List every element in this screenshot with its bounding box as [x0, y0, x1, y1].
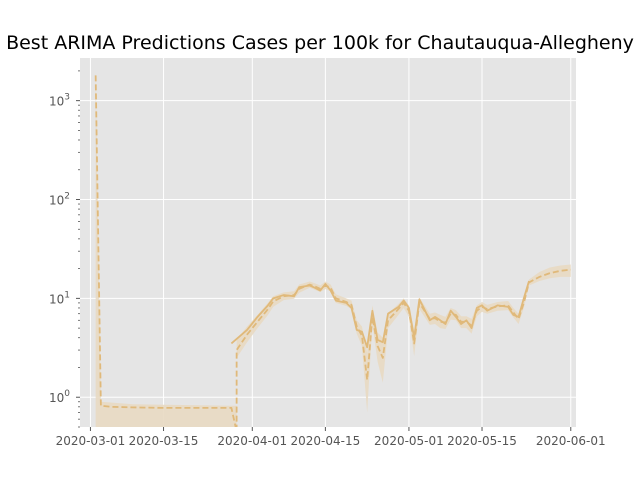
prediction-line — [94, 75, 571, 427]
x-tick-label: 2020-03-15 — [129, 434, 199, 448]
data-layer — [94, 70, 571, 427]
y-tick-label: 103 — [49, 93, 70, 109]
x-tick-label: 2020-05-15 — [447, 434, 517, 448]
x-tick-label: 2020-04-15 — [291, 434, 361, 448]
y-tick-label: 102 — [49, 192, 70, 208]
x-tick-label: 2020-05-01 — [374, 434, 444, 448]
grid-lines — [80, 58, 576, 427]
plot-area — [80, 58, 576, 427]
y-tick-label: 101 — [49, 290, 70, 306]
axis-ticks: 2020-03-01 2020-03-15 2020-04-01 2020-04-15… — [49, 70, 606, 448]
actual-line — [230, 280, 530, 349]
y-tick-label: 100 — [49, 389, 70, 405]
x-tick-label: 2020-04-01 — [217, 434, 287, 448]
x-tick-label: 2020-03-01 — [56, 434, 126, 448]
x-tick-label: 2020-06-01 — [536, 434, 606, 448]
chart-title: Best ARIMA Predictions Cases per 100k fo… — [6, 32, 634, 54]
